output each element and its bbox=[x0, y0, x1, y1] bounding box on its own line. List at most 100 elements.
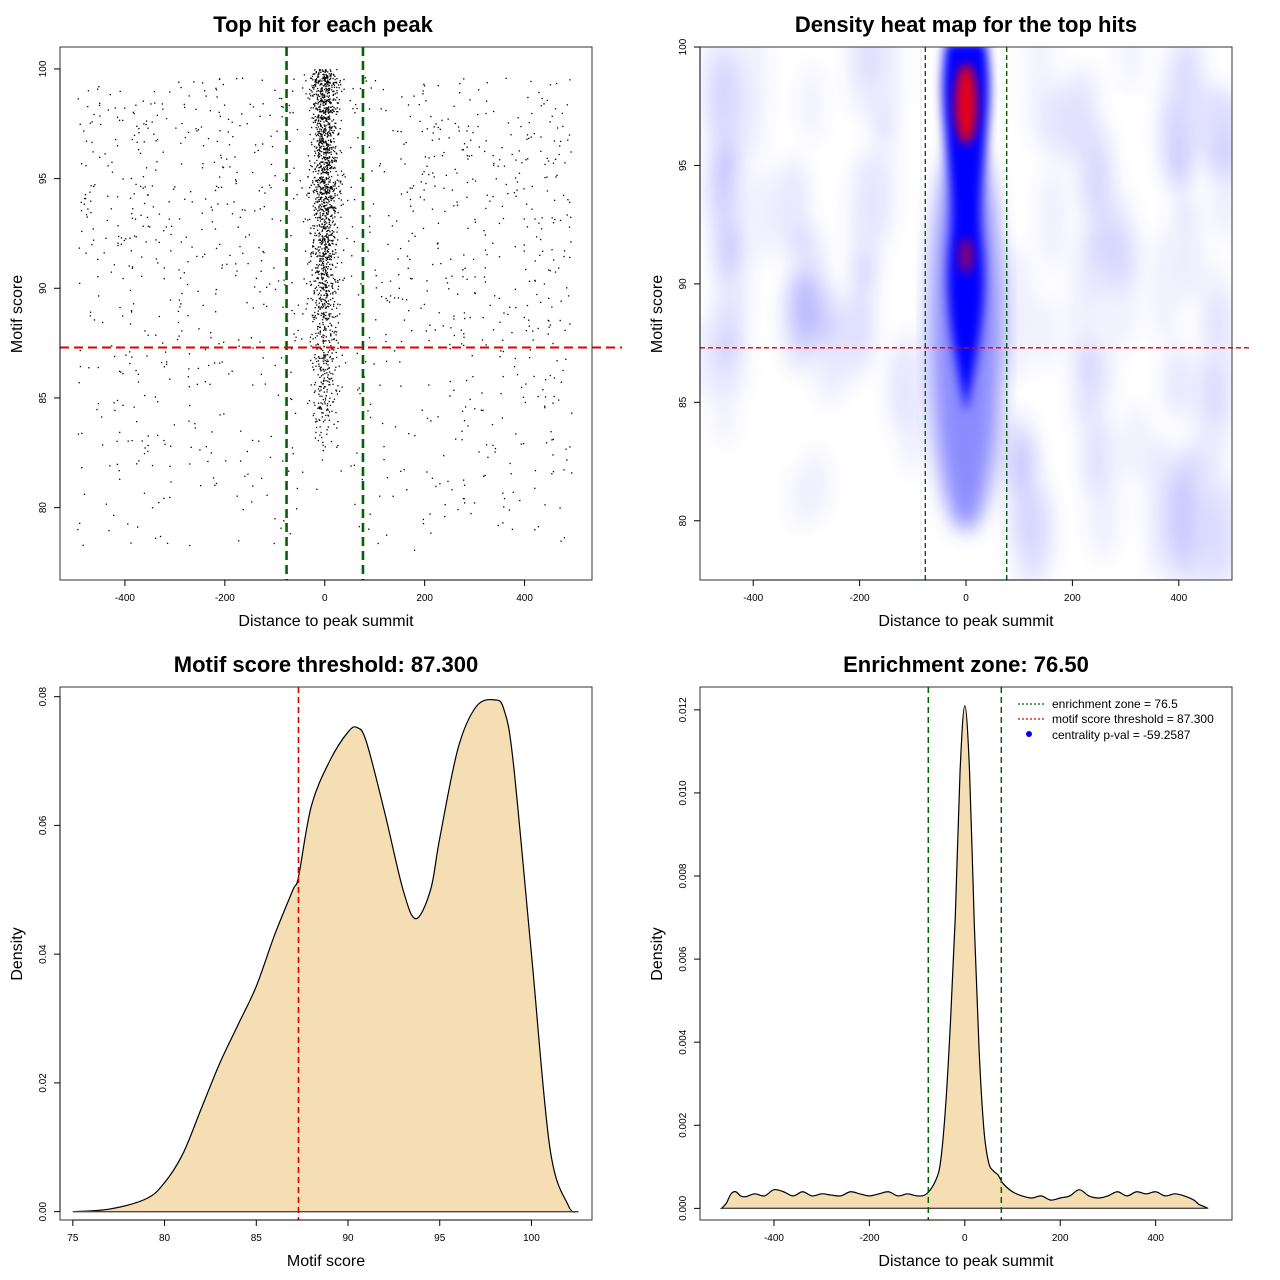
scatter-point bbox=[252, 106, 255, 108]
scatter-point bbox=[535, 236, 538, 238]
scatter-point bbox=[401, 298, 404, 300]
scatter-point bbox=[484, 267, 486, 269]
scatter-point bbox=[319, 145, 321, 148]
scatter-point bbox=[318, 365, 320, 367]
scatter-point bbox=[205, 95, 207, 97]
scatter-point bbox=[319, 330, 322, 332]
scatter-point bbox=[322, 277, 324, 279]
scatter-point bbox=[323, 221, 326, 223]
scatter-point bbox=[155, 140, 157, 142]
scatter-point bbox=[253, 286, 256, 288]
scatter-point bbox=[316, 264, 318, 266]
scatter-point bbox=[316, 277, 318, 280]
scatter-point bbox=[141, 275, 143, 277]
scatter-point bbox=[109, 93, 112, 96]
scatter-point bbox=[328, 84, 330, 87]
heatmap-density-blob bbox=[713, 122, 730, 212]
scatter-point bbox=[214, 484, 216, 487]
scatter-point bbox=[328, 221, 330, 224]
distance-density-x-label: Distance to peak summit bbox=[878, 1253, 1054, 1270]
scatter-point bbox=[326, 241, 329, 243]
scatter-point bbox=[319, 153, 321, 155]
scatter-point bbox=[319, 69, 321, 71]
scatter-point bbox=[324, 134, 326, 137]
scatter-point bbox=[353, 198, 356, 201]
scatter-point bbox=[541, 97, 543, 100]
scatter-point bbox=[328, 244, 331, 246]
scatter-point bbox=[172, 188, 175, 190]
scatter-point bbox=[336, 179, 338, 181]
scatter-point bbox=[330, 129, 333, 132]
heatmap-density-blob bbox=[1164, 342, 1192, 421]
scatter-point bbox=[322, 265, 325, 267]
scatter-point bbox=[430, 115, 432, 118]
scatter-point bbox=[130, 310, 133, 312]
heatmap-density-blob bbox=[900, 326, 921, 473]
scatter-point bbox=[164, 443, 166, 445]
heatmap-title: Density heat map for the top hits bbox=[795, 12, 1137, 37]
scatter-point bbox=[335, 292, 337, 294]
scatter-point bbox=[322, 258, 325, 260]
scatter-point bbox=[319, 136, 321, 138]
scatter-point bbox=[325, 274, 328, 276]
scatter-point bbox=[320, 209, 323, 211]
scatter-point bbox=[329, 75, 331, 77]
scatter-point bbox=[318, 406, 320, 408]
scatter-point bbox=[318, 224, 320, 226]
scatter-point bbox=[317, 343, 319, 346]
scatter-point bbox=[318, 117, 320, 119]
scatter-point bbox=[330, 127, 333, 129]
scatter-point bbox=[492, 242, 494, 244]
scatter-point bbox=[552, 470, 555, 473]
scatter-point bbox=[410, 205, 412, 207]
scatter-point bbox=[322, 101, 325, 104]
scatter-point bbox=[326, 88, 329, 91]
scatter-point bbox=[323, 313, 325, 315]
scatter-point bbox=[317, 217, 319, 219]
scatter-point bbox=[226, 158, 228, 160]
scatter-point bbox=[250, 337, 252, 339]
scatter-point bbox=[396, 220, 398, 222]
scatter-point bbox=[235, 263, 237, 265]
scatter-point bbox=[320, 172, 323, 174]
scatter-point bbox=[316, 313, 319, 315]
scatter-point bbox=[331, 206, 333, 208]
scatter-point bbox=[358, 387, 360, 389]
scatter-point bbox=[326, 92, 328, 95]
scatter-point bbox=[335, 334, 337, 336]
scatter-point bbox=[190, 446, 192, 448]
scatter-point bbox=[214, 362, 216, 364]
scatter-point bbox=[337, 280, 339, 282]
scatter-point bbox=[315, 170, 317, 173]
scatter-point bbox=[333, 423, 335, 426]
scatter-point bbox=[321, 203, 323, 205]
scatter-point bbox=[308, 196, 310, 199]
scatter-point bbox=[299, 180, 302, 182]
scatter-point bbox=[364, 77, 366, 79]
scatter-point bbox=[315, 208, 317, 210]
scatter-point bbox=[571, 472, 573, 474]
scatter-point bbox=[246, 302, 248, 304]
scatter-point bbox=[463, 254, 465, 256]
scatter-point bbox=[127, 440, 129, 442]
scatter-point bbox=[357, 294, 360, 296]
scatter-point bbox=[324, 159, 326, 161]
scatter-point bbox=[534, 469, 537, 472]
scatter-point bbox=[519, 499, 521, 502]
scatter-point bbox=[405, 141, 407, 144]
scatter-point bbox=[318, 132, 320, 134]
scatter-point bbox=[251, 501, 253, 503]
scatter-point bbox=[147, 225, 149, 227]
scatter-point bbox=[314, 206, 316, 209]
scatter-point bbox=[99, 115, 101, 117]
scatter-point bbox=[516, 181, 519, 183]
heatmap-panel: Density heat map for the top hits -400 -2… bbox=[649, 12, 1252, 630]
scatter-point bbox=[322, 270, 324, 272]
scatter-point bbox=[169, 496, 171, 499]
scatter-point bbox=[320, 100, 322, 103]
scatter-point bbox=[425, 100, 427, 102]
scatter-point bbox=[189, 463, 191, 465]
scatter-point bbox=[406, 191, 408, 193]
scatter-point bbox=[385, 534, 388, 536]
scatter-point bbox=[424, 156, 427, 158]
